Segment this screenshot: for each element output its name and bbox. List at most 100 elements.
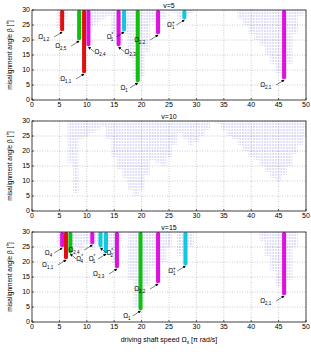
tick-label-y: 30 xyxy=(22,6,30,13)
unstable-column xyxy=(161,10,166,19)
tick-label-y: 20 xyxy=(22,147,30,154)
resonance-band xyxy=(182,10,186,19)
tick-x xyxy=(59,98,60,100)
tick-label-y: 20 xyxy=(22,36,30,43)
band-label: Ω2,2 xyxy=(134,36,146,45)
unstable-column xyxy=(232,121,237,139)
band-label-sub: 1 xyxy=(93,259,96,264)
label-arrow xyxy=(71,41,79,46)
unstable-column xyxy=(292,121,297,154)
tick-label-x: 5 xyxy=(57,323,61,330)
label-arrow xyxy=(176,20,184,25)
tick-y xyxy=(32,166,34,167)
unstable-column xyxy=(101,121,106,127)
unstable-column xyxy=(155,121,160,163)
tick-x xyxy=(141,209,142,211)
tick-y xyxy=(32,196,34,197)
tick-label-y: 0 xyxy=(26,96,30,103)
band-label-sub: 2,1 xyxy=(265,301,272,306)
unstable-column xyxy=(133,121,138,196)
tick-y xyxy=(32,151,34,152)
unstable-column xyxy=(243,10,248,25)
unstable-column xyxy=(188,10,193,13)
unstable-column xyxy=(128,232,133,280)
label-arrow xyxy=(58,260,66,265)
unstable-column xyxy=(259,232,264,241)
band-label-sub: 2,2 xyxy=(139,289,146,294)
unstable-column xyxy=(298,121,303,145)
tick-label-y: 10 xyxy=(22,66,30,73)
tick-x xyxy=(86,98,87,100)
tick-x xyxy=(196,209,197,211)
resonance-band xyxy=(99,232,103,247)
unstable-column xyxy=(95,121,100,130)
tick-label-y: 0 xyxy=(26,207,30,214)
tick-label-y: 10 xyxy=(22,177,30,184)
resonance-band xyxy=(282,232,286,295)
tick-x xyxy=(251,98,252,100)
tick-y xyxy=(32,322,34,323)
unstable-column xyxy=(161,121,166,166)
unstable-column xyxy=(183,232,188,265)
band-label-sub: 2,2 xyxy=(139,40,146,45)
tick-label-y: 25 xyxy=(22,132,30,139)
grid-line-x xyxy=(223,121,224,211)
label-arrow xyxy=(150,35,158,40)
figure: v=505101520253035404550051015202530misal… xyxy=(0,0,311,355)
panel-title: v=5 xyxy=(163,2,175,9)
tick-label-x: 30 xyxy=(193,212,201,219)
grid-line-x xyxy=(223,10,224,100)
resonance-band xyxy=(82,10,86,73)
band-label: Ω1 xyxy=(123,312,131,321)
tick-label-x: 45 xyxy=(275,101,283,108)
unstable-column xyxy=(205,121,210,130)
unstable-column xyxy=(128,121,133,190)
unstable-column xyxy=(221,121,226,130)
unstable-column xyxy=(150,10,155,22)
label-arrow xyxy=(54,248,62,253)
resonance-band xyxy=(183,232,187,265)
frame xyxy=(32,121,306,211)
tick-label-y: 30 xyxy=(22,117,30,124)
unstable-column xyxy=(101,10,106,19)
unstable-column xyxy=(287,121,292,166)
tick-x xyxy=(223,209,224,211)
band-label-sub: 1 xyxy=(173,271,176,276)
tick-label-x: 30 xyxy=(193,101,201,108)
tick-label-x: 10 xyxy=(83,212,91,219)
tick-y xyxy=(32,55,34,56)
band-label-sub: 2,4 xyxy=(99,52,106,57)
unstable-column xyxy=(166,232,171,247)
band-label-sub: 1,1 xyxy=(65,79,72,84)
tick-label-y: 10 xyxy=(22,288,30,295)
band-label: Ω*1 xyxy=(107,32,114,42)
tick-y xyxy=(32,121,34,122)
tick-y xyxy=(32,40,34,41)
label-arrow xyxy=(130,83,138,88)
tick-x xyxy=(169,209,170,211)
unstable-column xyxy=(188,232,193,247)
band-label-sub: 1,1 xyxy=(47,265,54,270)
label-arrow xyxy=(150,284,158,289)
band-label: Ω2,1 xyxy=(260,297,272,306)
unstable-column xyxy=(111,10,116,34)
unstable-column xyxy=(216,121,221,124)
x-axis-label-after: [π rad/s] xyxy=(189,336,217,344)
band-label-sub: 4 xyxy=(50,253,53,258)
tick-y xyxy=(32,232,34,233)
tick-label-x: 0 xyxy=(30,323,34,330)
unstable-column xyxy=(259,121,264,166)
unstable-column xyxy=(276,121,281,181)
unstable-column xyxy=(79,121,84,139)
grid-line-x xyxy=(196,232,197,322)
band-label-sub: 2,1 xyxy=(265,85,272,90)
tick-label-y: 20 xyxy=(22,258,30,265)
unstable-column xyxy=(298,10,303,16)
tick-y xyxy=(32,85,34,86)
band-label: Ω2,4 xyxy=(94,48,106,57)
unstable-column xyxy=(199,121,204,136)
band-label: Ω1,1 xyxy=(42,261,54,270)
band-label: Ω2,5 xyxy=(55,42,67,51)
unstable-column xyxy=(194,121,199,142)
resonance-band xyxy=(90,232,94,244)
